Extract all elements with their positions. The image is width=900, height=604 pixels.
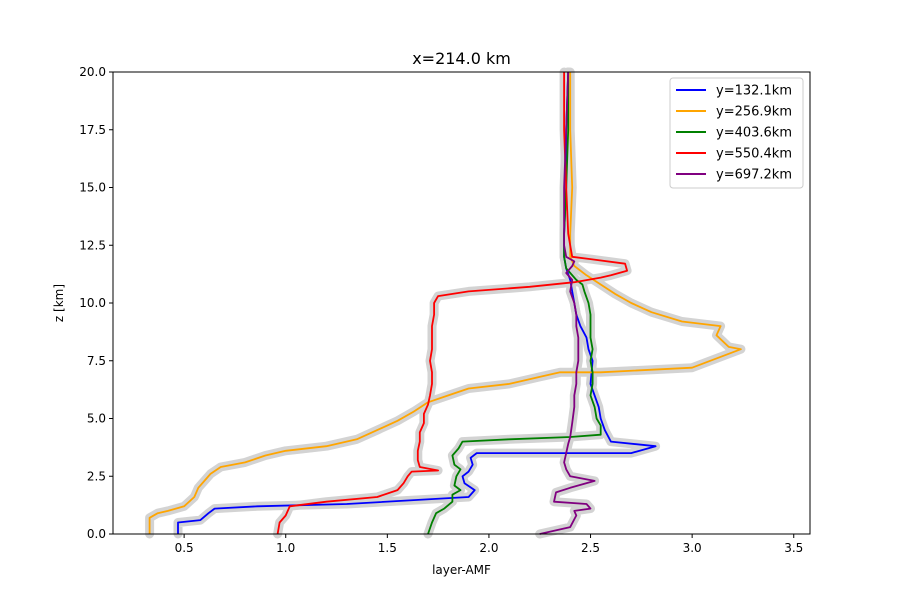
x-tick-label: 1.0: [276, 541, 295, 555]
chart-title: x=214.0 km: [412, 49, 511, 68]
x-axis-ticks: 0.5 1.0 1.5 2.0 2.5 3.0 3.5: [175, 534, 803, 555]
legend-label-1: y=132.1km: [716, 84, 792, 99]
x-tick-label: 2.0: [479, 541, 498, 555]
x-tick-label: 3.0: [683, 541, 702, 555]
x-tick-label: 1.5: [378, 541, 397, 555]
series-line-3: [427, 72, 602, 535]
legend: y=132.1km y=256.9km y=403.6km y=550.4km y=69…: [669, 77, 804, 189]
x-tick-label: 3.5: [784, 541, 803, 555]
y-tick-label: 15.0: [79, 181, 106, 195]
series-line-2: [148, 72, 742, 534]
series-line-4: [276, 72, 628, 535]
legend-box: [669, 77, 804, 189]
y-tick-label: 5.0: [87, 412, 106, 426]
legend-label-3: y=403.6km: [716, 126, 792, 141]
x-axis-label: layer-AMF: [432, 563, 491, 577]
series-line-5: [539, 71, 596, 535]
y-tick-label: 0.0: [87, 527, 106, 541]
y-tick-label: 7.5: [87, 354, 106, 368]
y-axis-ticks: 0.0 2.5 5.0 7.5 10.0 12.5 15.0 17.5 20.0: [79, 65, 113, 541]
x-tick-label: 0.5: [175, 541, 194, 555]
y-tick-label: 12.5: [79, 238, 106, 252]
y-tick-label: 2.5: [87, 469, 106, 483]
legend-label-5: y=697.2km: [716, 168, 792, 183]
y-axis-label: z [km]: [52, 284, 66, 322]
legend-label-2: y=256.9km: [716, 105, 792, 120]
series-lines: [148, 71, 742, 535]
y-tick-label: 17.5: [79, 123, 106, 137]
y-tick-label: 20.0: [79, 65, 106, 79]
legend-label-4: y=550.4km: [716, 147, 792, 162]
y-tick-label: 10.0: [79, 296, 106, 310]
x-tick-label: 2.5: [581, 541, 600, 555]
series-line-1: [177, 71, 657, 534]
